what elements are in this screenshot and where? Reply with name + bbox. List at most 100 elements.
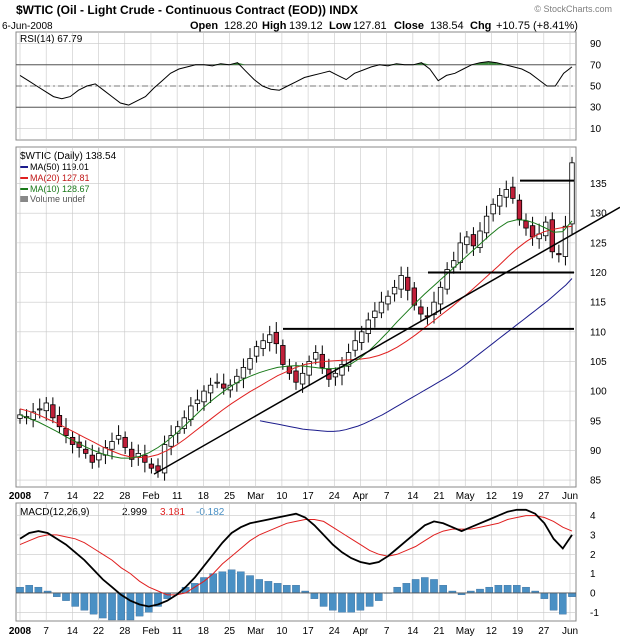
- macd-histogram-bar: [503, 585, 512, 594]
- macd-histogram-bar: [53, 592, 61, 597]
- date-axis-label-top: 27: [538, 491, 550, 502]
- high-label: High: [262, 20, 287, 32]
- candle-down: [142, 454, 148, 463]
- date-axis-label-top: 11: [172, 491, 183, 502]
- open-value: 128.20: [224, 20, 258, 32]
- rsi-line: [19, 61, 573, 106]
- macd-histogram-bar: [411, 579, 420, 594]
- candle-down: [56, 415, 63, 428]
- candle-up: [372, 310, 378, 318]
- low-label: Low: [329, 20, 351, 32]
- macd-histogram-bar: [89, 592, 98, 615]
- price-tick-label: 115: [590, 298, 606, 309]
- macd-histogram-bar: [264, 581, 273, 594]
- candle-up: [299, 372, 306, 385]
- macd-histogram-bar: [365, 592, 374, 607]
- candle-up: [464, 236, 470, 246]
- histogram-legend-value: -0.182: [196, 507, 225, 518]
- macd-histogram-bar: [273, 583, 282, 594]
- date-axis-label-bottom: 22: [93, 626, 105, 637]
- macd-histogram-bar: [25, 585, 33, 594]
- candle-up: [37, 408, 43, 411]
- candle-up: [115, 435, 122, 440]
- candle-down: [549, 219, 555, 253]
- rsi-tick-label: 70: [590, 60, 602, 71]
- candle-up: [96, 452, 102, 461]
- date-axis-label-top: 25: [224, 491, 236, 502]
- rsi-legend: RSI(14) 67.79: [20, 34, 83, 45]
- price-tick-label: 125: [590, 238, 607, 249]
- macd-histogram-bar: [439, 585, 447, 594]
- price-legend-main: $WTIC (Daily) 138.54: [20, 151, 117, 162]
- macd-histogram-bar: [292, 585, 300, 594]
- date-axis-label-top: 19: [512, 491, 524, 502]
- date-axis-label-bottom: Mar: [247, 626, 265, 637]
- candle-up: [332, 372, 339, 378]
- date-axis-label-bottom: 18: [198, 626, 210, 637]
- macd-histogram-bar: [283, 585, 291, 594]
- ma-line-0: [259, 278, 573, 432]
- date-axis-label-bottom: Apr: [353, 626, 369, 637]
- date-axis-label-top: 14: [407, 491, 419, 502]
- macd-histogram-bar: [227, 569, 236, 594]
- date-axis-label-top: 18: [198, 491, 210, 502]
- date-axis-label-bottom: 28: [119, 626, 131, 637]
- candle-up: [352, 340, 358, 351]
- low-value: 127.81: [353, 20, 387, 32]
- macd-histogram-bar: [402, 583, 411, 594]
- macd-tick-label: 1: [590, 569, 596, 580]
- macd-histogram-bar: [338, 592, 346, 613]
- candle-up: [457, 242, 463, 263]
- candle-down: [470, 234, 477, 247]
- candle-down: [83, 448, 89, 454]
- macd-tick-label: -1: [590, 608, 599, 619]
- macd-histogram-bar: [568, 592, 576, 597]
- macd-histogram-bar: [126, 592, 135, 621]
- candle-up: [227, 384, 233, 391]
- candle-up: [490, 203, 496, 215]
- candle-up: [385, 295, 391, 305]
- macd-histogram-bar: [421, 577, 429, 594]
- ma20-legend: MA(20) 127.81: [30, 173, 90, 183]
- candle-down: [516, 199, 523, 220]
- date-axis-label-bottom: 25: [224, 626, 236, 637]
- date-axis-label-bottom: Jun: [562, 626, 578, 637]
- macd-histogram-bar: [16, 586, 24, 594]
- candle-up: [497, 195, 503, 207]
- date-axis-label-bottom: 19: [512, 626, 524, 637]
- price-tick-label: 90: [590, 446, 602, 457]
- candle-up: [207, 384, 214, 394]
- date-axis-label-bottom: 17: [303, 626, 315, 637]
- candle-up: [247, 358, 253, 370]
- candle-up: [161, 444, 168, 474]
- macd-histogram-bar: [559, 592, 567, 615]
- macd-legend-value: 2.999: [122, 507, 147, 518]
- macd-histogram-bar: [34, 586, 43, 594]
- date-axis-label-top: 7: [384, 491, 390, 502]
- candle-up: [477, 230, 483, 249]
- date-axis-label-top: 14: [67, 491, 79, 502]
- macd-histogram-bar: [347, 592, 355, 613]
- candle-down: [273, 332, 279, 345]
- price-tick-label: 130: [590, 209, 607, 220]
- candle-down: [319, 353, 325, 368]
- date-axis-label-top: 17: [303, 491, 315, 502]
- candle-down: [418, 306, 424, 315]
- macd-tick-label: 3: [590, 530, 596, 541]
- candle-down: [523, 220, 529, 229]
- candle-down: [50, 404, 56, 419]
- candle-down: [63, 428, 69, 436]
- price-tick-label: 135: [590, 179, 607, 190]
- date-axis-label-top: Jun: [562, 491, 578, 502]
- macd-histogram-bar: [145, 592, 153, 613]
- date-axis-label-top: 24: [329, 491, 341, 502]
- date-axis-label-bottom: 14: [67, 626, 79, 637]
- candle-up: [339, 364, 345, 376]
- candle-up: [444, 269, 450, 290]
- date-axis-label-top: 2008: [9, 491, 32, 502]
- candle-down: [529, 225, 536, 238]
- date-axis-label-bottom: 27: [538, 626, 550, 637]
- candle-up: [43, 402, 49, 412]
